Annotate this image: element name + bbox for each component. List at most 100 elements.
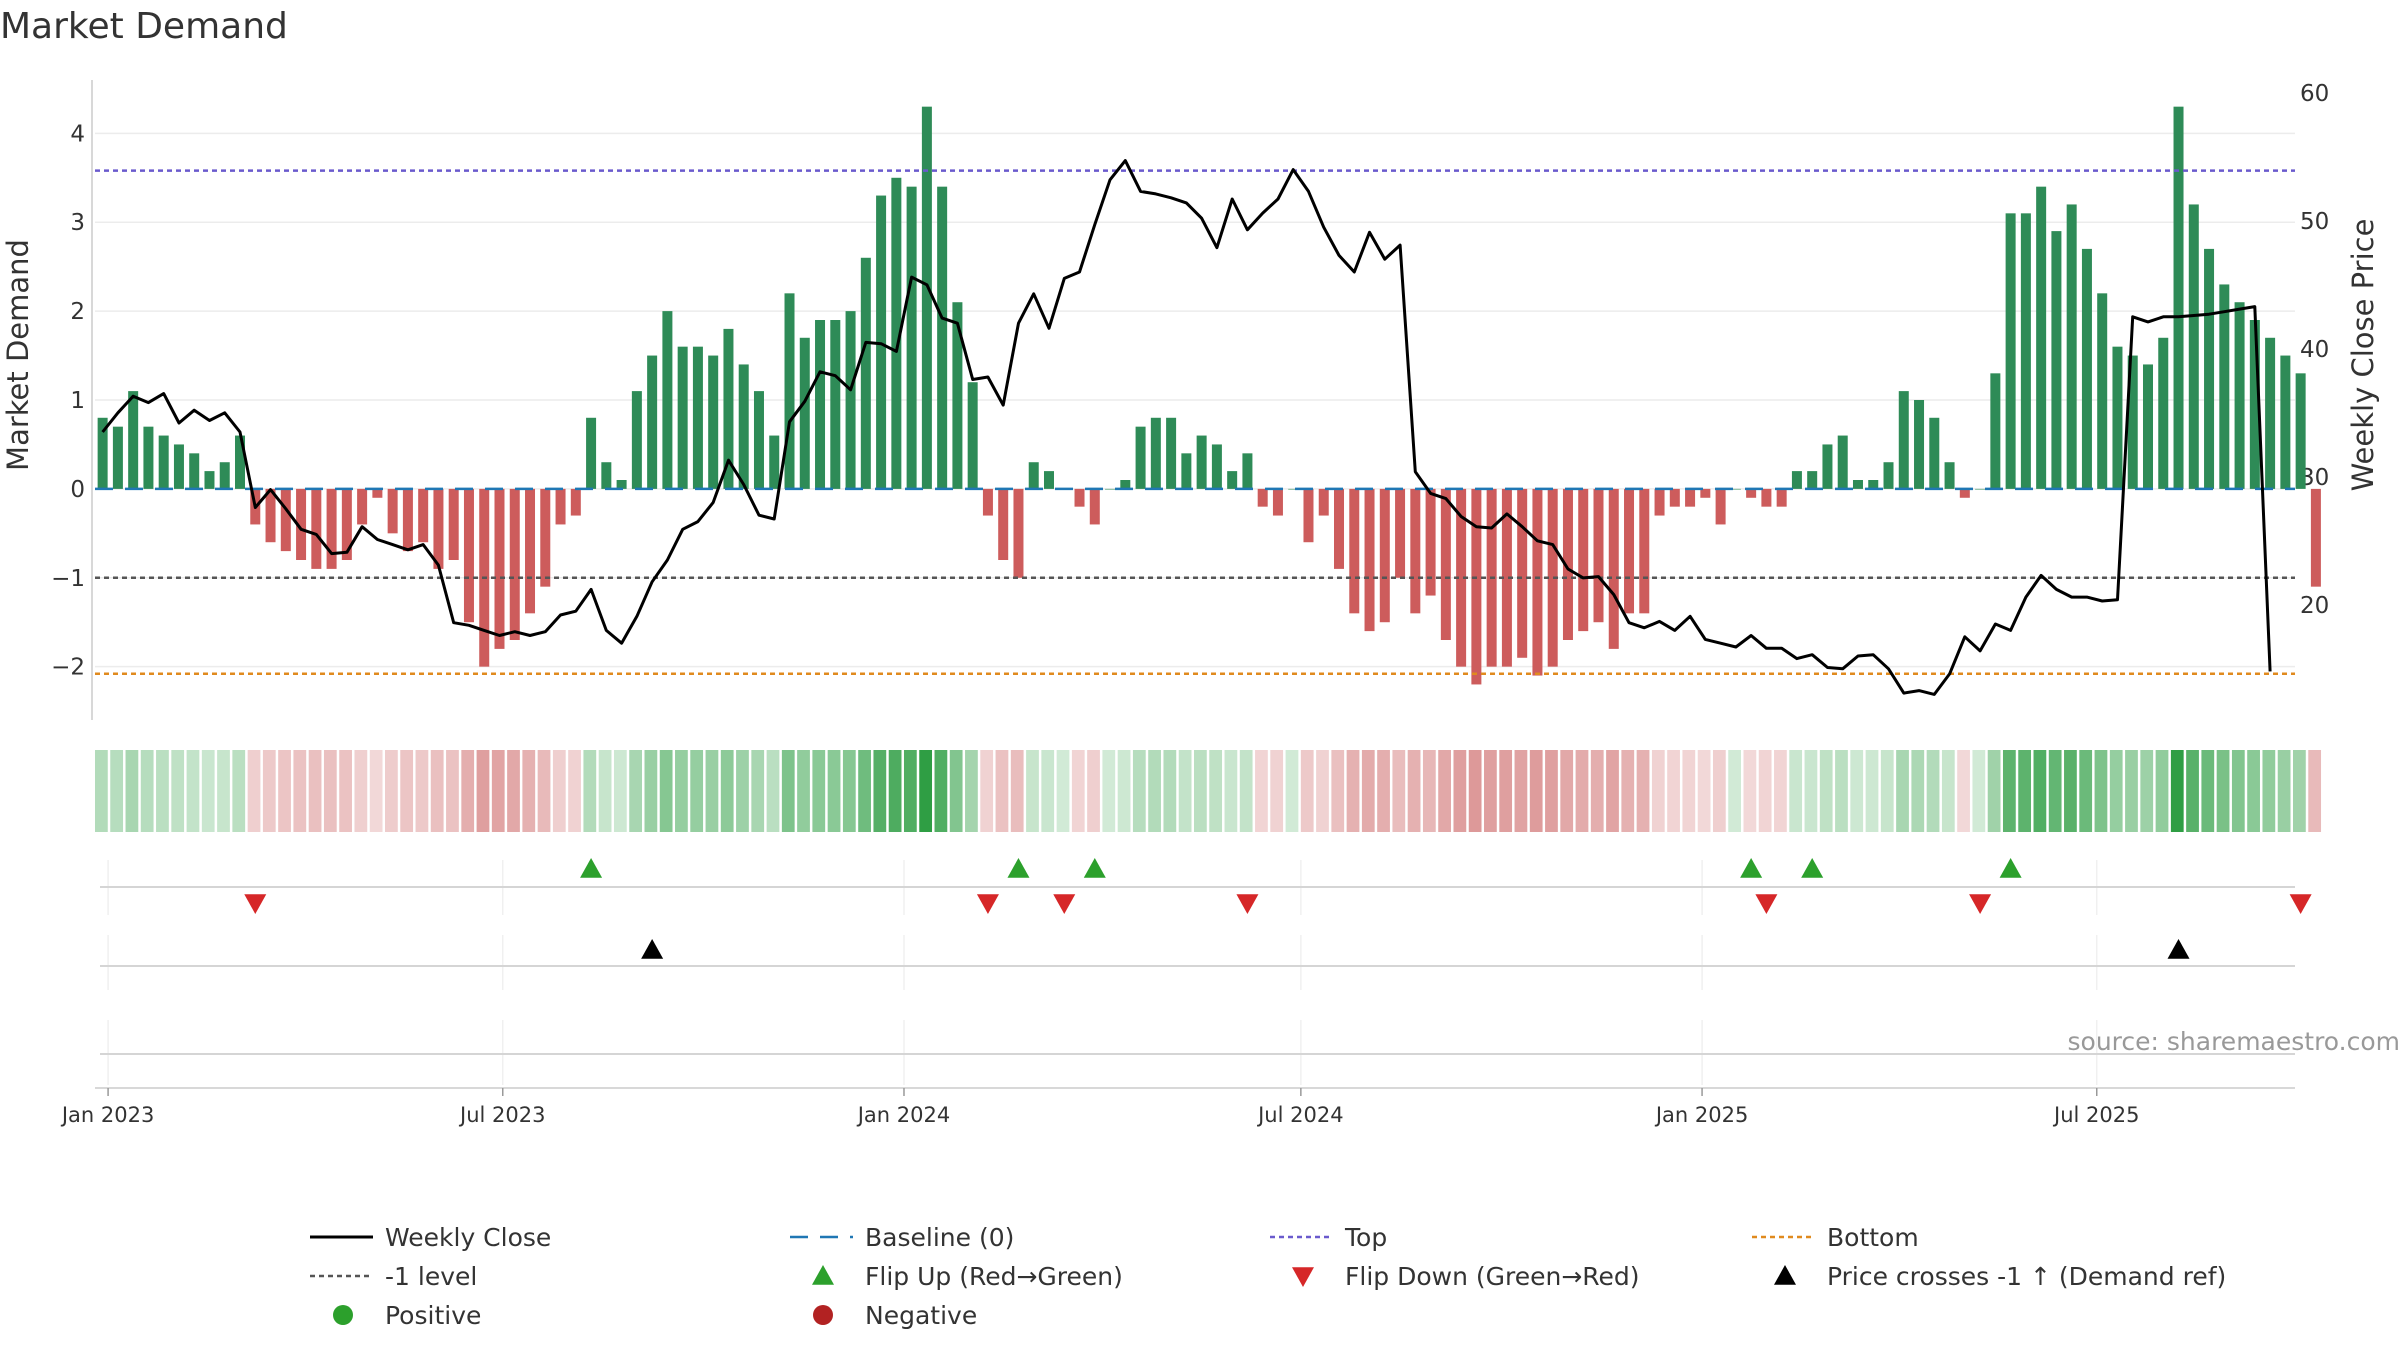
heat-cell [1270,750,1284,832]
heat-cell [2155,750,2169,832]
demand-bar [97,417,108,489]
heat-cell [1667,750,1680,832]
legend-label-positive: Positive [385,1301,481,1330]
demand-bar [1334,488,1345,569]
demand-bar [1440,488,1451,640]
y-tick-left: 0 [70,477,85,503]
heat-cell [552,750,566,832]
heat-cell [934,750,948,832]
price-cross-marker [641,939,664,959]
heat-cell [598,750,612,832]
heat-cell [217,750,230,832]
heat-cell [1606,750,1619,832]
heat-cell [1590,750,1604,832]
demand-bar [433,488,444,569]
demand-bar [372,488,383,498]
flip-down-marker [2289,894,2312,914]
heat-cell [1697,750,1711,832]
heat-cell [1529,750,1543,832]
demand-bar [937,186,948,489]
legend-swatch-triangle-up [1774,1265,1796,1285]
demand-bar [769,435,780,489]
demand-bar [1837,435,1848,489]
source-note: source: sharemaestro.com [2068,1027,2400,1056]
y-tick-right: 20 [2300,593,2329,619]
demand-bar [586,417,597,489]
demand-bar [494,488,505,649]
demand-bar [1364,488,1375,632]
heat-cell [1819,750,1833,832]
flip-markers-panel [100,858,2312,915]
heat-cell [965,750,978,832]
heat-cell [644,750,658,832]
price-cross-marker [2167,939,2190,959]
flip-down-marker [1755,894,1778,914]
heat-cell [2109,750,2123,832]
demand-bar [1501,488,1512,667]
y-tick-left: 1 [70,388,85,414]
legend-swatch-triangle-up [812,1265,834,1285]
demand-bar [815,320,826,489]
heat-cell [1499,750,1513,832]
y-tick-left: 2 [70,299,85,325]
heat-cell [1041,750,1055,832]
legend: Weekly Close Baseline (0) Top Bottom -1 leve… [310,1223,2226,1330]
heat-cell [705,750,719,832]
heat-cell [751,750,765,832]
heat-cell [949,750,963,832]
heat-cell [1331,750,1345,832]
heat-cell [1972,750,1986,832]
heat-cell [2125,750,2138,832]
heat-cell [736,750,749,832]
heat-cell [1545,750,1558,832]
demand-bar [509,488,520,640]
legend-label-bottom: Bottom [1827,1223,1919,1252]
demand-bar [1944,462,1955,489]
demand-bar [753,391,764,489]
demand-bar [2173,106,2184,489]
heat-cell [1575,750,1589,832]
heat-cell [1316,750,1329,832]
demand-bar [891,177,902,489]
demand-bar [2188,204,2199,489]
demand-bar [1181,453,1192,489]
demand-bar [1196,435,1207,489]
heat-cell [1132,750,1146,832]
heat-cell [1514,750,1528,832]
flip-down-marker [1236,894,1259,914]
x-tick-label: Jan 2024 [856,1103,951,1127]
demand-bar [1456,488,1467,667]
heat-cell [507,750,520,832]
heat-cell [1926,750,1940,832]
heat-cell [461,750,475,832]
heat-cell [980,750,994,832]
legend-label-negative: Negative [865,1301,977,1330]
demand-bar [2112,346,2123,489]
demand-bar [173,444,184,489]
heat-cell [369,750,383,832]
demand-bar [692,346,703,489]
demand-bar [2204,248,2215,489]
flip-up-marker [1740,858,1763,878]
heat-cell [1224,750,1238,832]
demand-bar [1898,391,1909,489]
demand-bar [906,186,917,489]
demand-bar [1257,488,1268,507]
demand-bar [448,488,459,560]
heat-cell [2079,750,2093,832]
demand-bar [1639,488,1650,614]
heat-cell [827,750,841,832]
heat-cell [766,750,780,832]
heat-cell [1453,750,1467,832]
legend-label-top: Top [1344,1223,1387,1252]
demand-bar [2219,284,2230,489]
legend-label-flip_up: Flip Up (Red→Green) [865,1262,1123,1291]
x-tick-label: Jul 2025 [2052,1103,2139,1127]
heat-cell [522,750,536,832]
heat-cell [1026,750,1039,832]
heat-cell [1285,750,1299,832]
heat-cell [278,750,291,832]
flip-up-marker [1007,858,1030,878]
heat-cell [1148,750,1161,832]
heat-cell [2262,750,2276,832]
